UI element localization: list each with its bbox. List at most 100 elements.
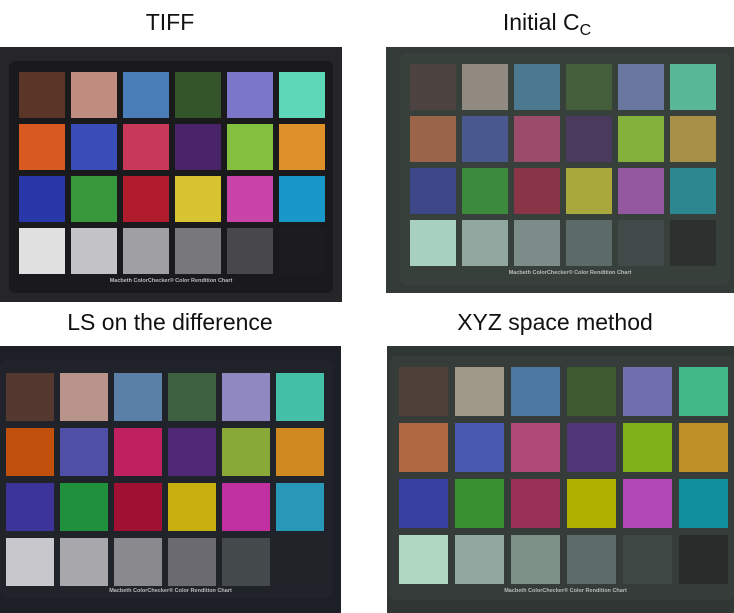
color-patch-3 bbox=[123, 72, 169, 118]
color-patch-9 bbox=[123, 124, 169, 170]
patch-grid bbox=[410, 64, 716, 266]
color-patch-5 bbox=[623, 367, 672, 416]
color-patch-24 bbox=[670, 220, 716, 266]
color-patch-11 bbox=[227, 124, 273, 170]
color-patch-15 bbox=[514, 168, 560, 214]
color-patch-22 bbox=[566, 220, 612, 266]
color-patch-10 bbox=[168, 428, 216, 476]
color-patch-6 bbox=[279, 72, 325, 118]
color-patch-12 bbox=[670, 116, 716, 162]
chart-caption: Macbeth ColorChecker® Color Rendition Ch… bbox=[504, 588, 627, 594]
color-patch-14 bbox=[462, 168, 508, 214]
title-subscript: C bbox=[579, 22, 592, 39]
color-patch-5 bbox=[227, 72, 273, 118]
color-patch-19 bbox=[19, 228, 65, 274]
color-patch-2 bbox=[455, 367, 504, 416]
colorchecker-image-xyz-method: Macbeth ColorChecker® Color Rendition Ch… bbox=[387, 346, 734, 613]
color-patch-11 bbox=[618, 116, 664, 162]
panel-title-xyz-method: XYZ space method bbox=[457, 309, 653, 335]
color-patch-8 bbox=[60, 428, 108, 476]
color-patch-4 bbox=[566, 64, 612, 110]
color-patch-17 bbox=[623, 479, 672, 528]
color-patch-3 bbox=[514, 64, 560, 110]
color-patch-4 bbox=[567, 367, 616, 416]
color-patch-19 bbox=[399, 535, 448, 584]
panel-title-initial-cc: Initial CC bbox=[367, 9, 727, 40]
color-patch-16 bbox=[168, 483, 216, 531]
color-patch-1 bbox=[6, 373, 54, 421]
color-patch-15 bbox=[114, 483, 162, 531]
color-patch-4 bbox=[168, 373, 216, 421]
color-patch-12 bbox=[276, 428, 324, 476]
color-patch-6 bbox=[670, 64, 716, 110]
color-patch-20 bbox=[60, 538, 108, 586]
color-patch-4 bbox=[175, 72, 221, 118]
color-patch-22 bbox=[567, 535, 616, 584]
color-patch-23 bbox=[227, 228, 273, 274]
color-patch-22 bbox=[168, 538, 216, 586]
color-patch-7 bbox=[399, 423, 448, 472]
color-patch-17 bbox=[227, 176, 273, 222]
color-patch-10 bbox=[175, 124, 221, 170]
patch-grid bbox=[399, 367, 728, 584]
color-patch-18 bbox=[276, 483, 324, 531]
color-patch-19 bbox=[410, 220, 456, 266]
patch-grid bbox=[19, 72, 325, 274]
color-patch-11 bbox=[623, 423, 672, 472]
color-patch-12 bbox=[679, 423, 728, 472]
color-patch-7 bbox=[410, 116, 456, 162]
color-patch-21 bbox=[114, 538, 162, 586]
color-patch-24 bbox=[279, 228, 325, 274]
color-patch-1 bbox=[19, 72, 65, 118]
color-patch-18 bbox=[679, 479, 728, 528]
color-patch-13 bbox=[6, 483, 54, 531]
color-patch-11 bbox=[222, 428, 270, 476]
color-patch-14 bbox=[60, 483, 108, 531]
color-patch-10 bbox=[567, 423, 616, 472]
color-patch-14 bbox=[71, 176, 117, 222]
color-patch-10 bbox=[566, 116, 612, 162]
chart-caption: Macbeth ColorChecker® Color Rendition Ch… bbox=[508, 270, 632, 276]
color-patch-21 bbox=[511, 535, 560, 584]
color-patch-13 bbox=[19, 176, 65, 222]
color-patch-9 bbox=[114, 428, 162, 476]
color-patch-23 bbox=[623, 535, 672, 584]
color-patch-1 bbox=[410, 64, 456, 110]
color-patch-22 bbox=[175, 228, 221, 274]
color-patch-18 bbox=[279, 176, 325, 222]
color-patch-21 bbox=[514, 220, 560, 266]
color-patch-16 bbox=[175, 176, 221, 222]
color-patch-2 bbox=[60, 373, 108, 421]
color-patch-12 bbox=[279, 124, 325, 170]
color-patch-21 bbox=[123, 228, 169, 274]
color-patch-1 bbox=[399, 367, 448, 416]
color-patch-3 bbox=[511, 367, 560, 416]
color-patch-6 bbox=[679, 367, 728, 416]
color-patch-7 bbox=[6, 428, 54, 476]
patch-grid bbox=[6, 373, 324, 586]
color-patch-15 bbox=[511, 479, 560, 528]
color-patch-13 bbox=[410, 168, 456, 214]
color-patch-24 bbox=[679, 535, 728, 584]
color-patch-9 bbox=[514, 116, 560, 162]
color-patch-2 bbox=[71, 72, 117, 118]
color-patch-5 bbox=[618, 64, 664, 110]
colorchecker-image-initial-cc: Macbeth ColorChecker® Color Rendition Ch… bbox=[386, 47, 734, 293]
color-patch-18 bbox=[670, 168, 716, 214]
color-patch-19 bbox=[6, 538, 54, 586]
color-patch-24 bbox=[276, 538, 324, 586]
color-patch-20 bbox=[71, 228, 117, 274]
color-patch-7 bbox=[19, 124, 65, 170]
color-patch-16 bbox=[566, 168, 612, 214]
color-patch-20 bbox=[462, 220, 508, 266]
color-patch-5 bbox=[222, 373, 270, 421]
chart-caption: Macbeth ColorChecker® Color Rendition Ch… bbox=[109, 278, 233, 284]
title-text: Initial C bbox=[502, 9, 580, 35]
color-patch-9 bbox=[511, 423, 560, 472]
panel-title-ls-difference: LS on the difference bbox=[67, 309, 273, 335]
color-patch-8 bbox=[71, 124, 117, 170]
color-patch-3 bbox=[114, 373, 162, 421]
color-patch-2 bbox=[462, 64, 508, 110]
colorchecker-image-ls-difference: Macbeth ColorChecker® Color Rendition Ch… bbox=[0, 346, 341, 613]
